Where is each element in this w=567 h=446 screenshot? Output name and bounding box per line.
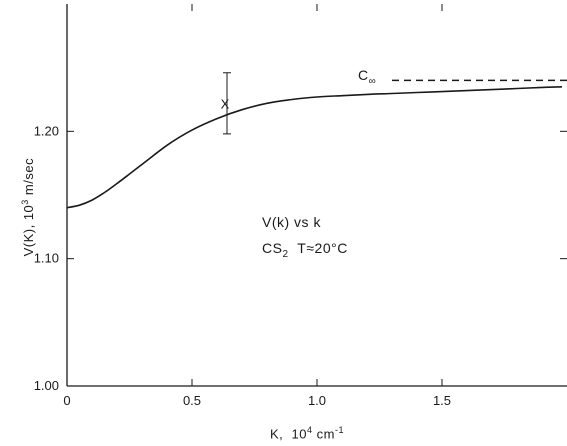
annotation-line-2: CS2 T≈20°C <box>262 240 348 260</box>
y-axis-label: V(K), 103 m/sec <box>19 157 37 257</box>
y-axis-ticks: 1.00 1.10 1.20 <box>34 123 567 393</box>
y-tick-label: 1.20 <box>34 123 59 138</box>
plot-frame <box>66 4 567 387</box>
series-group <box>66 86 563 209</box>
series-line <box>66 86 563 209</box>
x-tick-label: 0.5 <box>183 393 201 408</box>
x-tick-label: 1.0 <box>308 393 326 408</box>
data-point-group: X <box>221 72 231 135</box>
annotation-line-1: V(k) vs k <box>262 214 321 230</box>
y-tick-label: 1.10 <box>34 251 59 266</box>
data-point-marker: X <box>221 96 230 111</box>
y-tick-label: 1.00 <box>34 378 59 393</box>
x-axis-ticks: 0 0.5 1.0 1.5 <box>63 4 451 408</box>
x-axis-label: K, 104 cm-1 <box>270 425 344 442</box>
x-tick-label: 0 <box>63 393 70 408</box>
asymptote-label: C∞ <box>358 67 377 87</box>
x-tick-label: 1.5 <box>433 393 451 408</box>
